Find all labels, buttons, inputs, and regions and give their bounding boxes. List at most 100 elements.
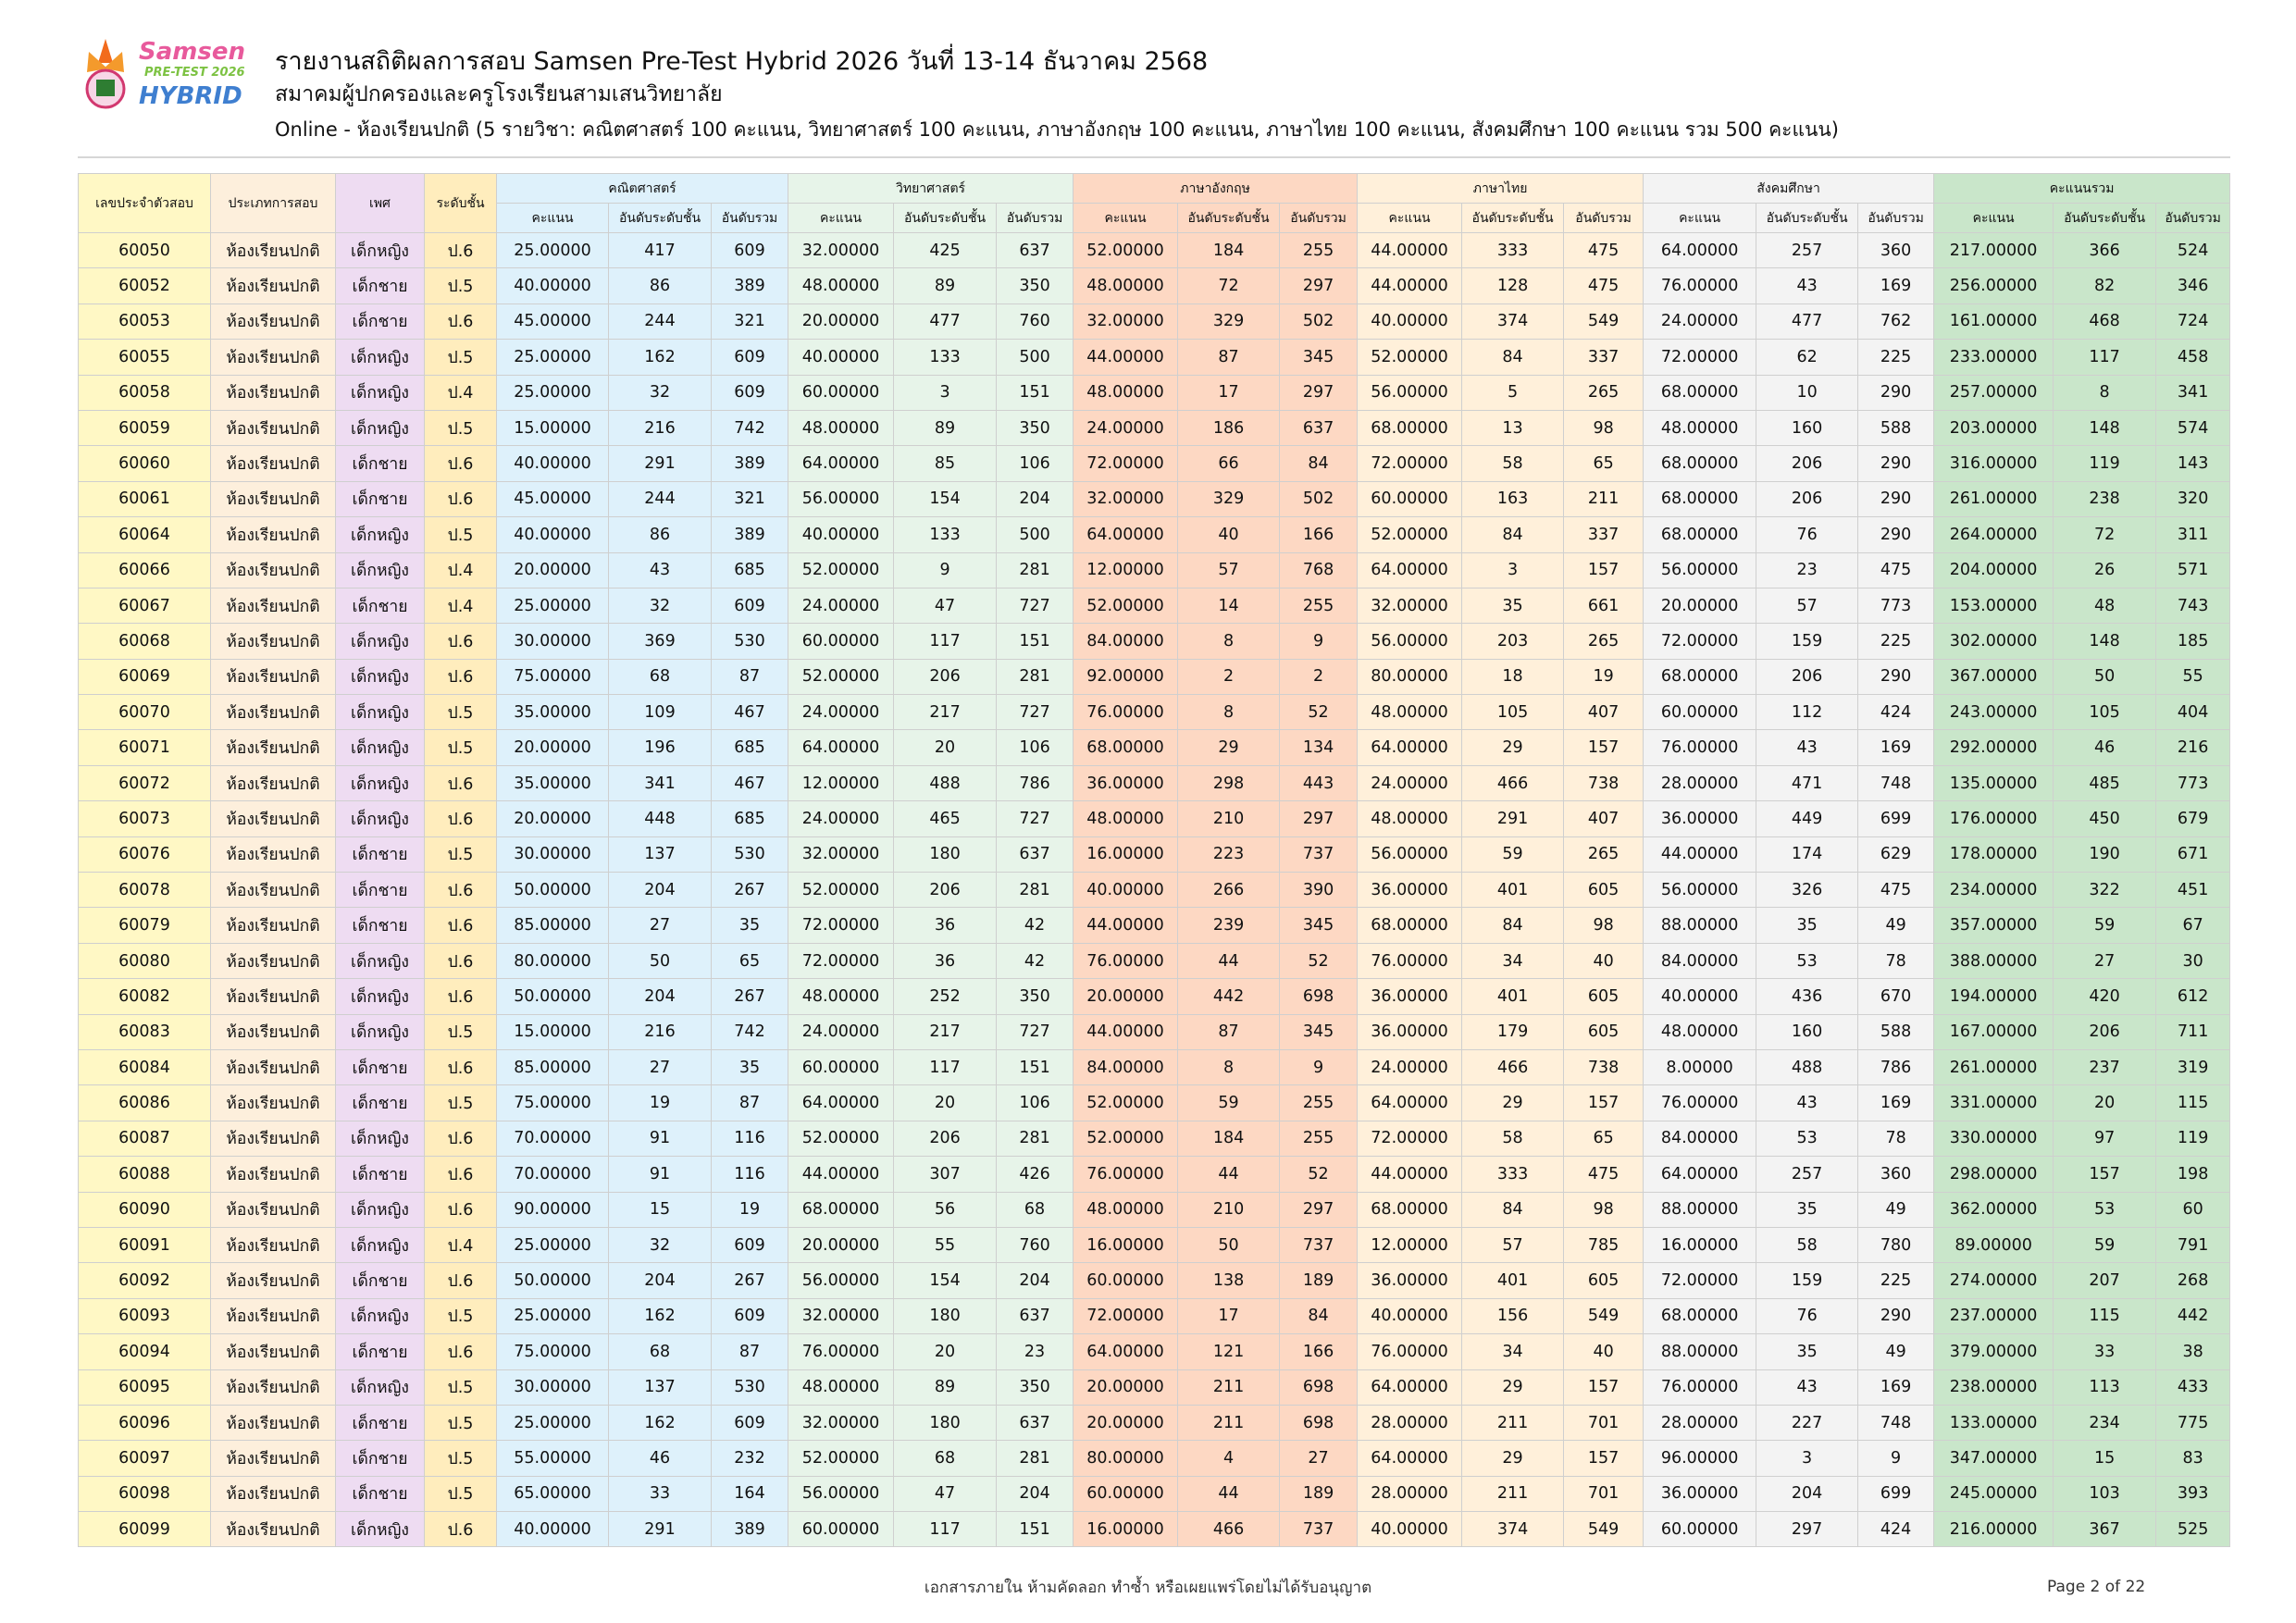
total-score-cell: 257.00000 [1933,374,2054,411]
social-grade-rank-cell: 257 [1756,1156,1859,1193]
english-overall-rank-cell: 698 [1279,978,1359,1015]
science-score-cell: 48.00000 [788,978,895,1015]
science-overall-rank-cell: 281 [996,1120,1074,1158]
science-grade-rank-cell: 117 [893,623,998,660]
social-score-cell: 48.00000 [1643,409,1757,447]
social-score-cell: 48.00000 [1643,1013,1757,1050]
english-grade-rank-cell: 17 [1177,1297,1281,1335]
total-overall-rank-cell: 143 [2155,445,2231,482]
english-overall-rank-cell: 2 [1279,658,1359,696]
english-overall-rank-cell: 297 [1279,800,1359,837]
total-grade-rank-cell: 237 [2053,1048,2157,1086]
table-row: 60059 ห้องเรียนปกติ เด็กหญิง ป.5 15.00000 216… [78,409,2231,447]
math-overall-rank-cell: 609 [710,1226,789,1264]
english-score-cell: 92.00000 [1073,658,1179,696]
exam-type-cell: ห้องเรียนปกติ [210,623,336,660]
math-overall-rank-cell: 685 [710,800,789,837]
english-grade-rank-cell: 223 [1177,836,1281,873]
exam-type-cell: ห้องเรียนปกติ [210,1156,336,1193]
math-grade-rank-cell: 33 [608,1475,712,1513]
total-score-cell: 153.00000 [1933,587,2054,625]
exam-id-cell: 60076 [78,836,211,873]
total-overall-rank-cell: 524 [2155,231,2231,269]
english-group-header: ภาษาอังกฤษ [1073,173,1359,204]
science-grade-rank-cell: 56 [893,1191,998,1228]
social-grade-rank-cell: 227 [1756,1404,1859,1442]
total-grade-rank-cell: 72 [2053,516,2157,553]
table-row: 60053 ห้องเรียนปกติ เด็กชาย ป.6 45.00000 244 3… [78,303,2231,341]
exam-type-cell: ห้องเรียนปกติ [210,658,336,696]
science-overall-rank-cell: 23 [996,1333,1074,1370]
social-score-cell: 8.00000 [1643,1048,1757,1086]
english-score-cell: 80.00000 [1073,1440,1179,1477]
math-score-cell: 70.00000 [496,1156,609,1193]
total-overall-rank-cell: 55 [2155,658,2231,696]
thai-grade-rank-cell: 59 [1461,836,1565,873]
math-score-cell: 50.00000 [496,872,609,909]
table-row: 60069 ห้องเรียนปกติ เด็กหญิง ป.6 75.00000 68 8… [78,658,2231,696]
total-grade-rank-cell: 59 [2053,907,2157,944]
grade-level-cell: ป.6 [424,1156,497,1193]
header-row-groups: เลขประจำตัวสอบ ประเภทการสอบ เพศ ระดับชั้น คณ… [78,173,2231,233]
exam-type-cell: ห้องเรียนปกติ [210,1084,336,1121]
gender-cell: เด็กชาย [335,1156,425,1193]
social-overall-rank-cell: 588 [1857,1013,1935,1050]
math-overall-rank-cell: 87 [710,1084,789,1121]
math-grade-rank-cell: 162 [608,339,712,376]
english-grade-rank-cell: 2 [1177,658,1281,696]
science-grade-rank-cell: 206 [893,658,998,696]
math-overall-rank-cell: 267 [710,978,789,1015]
math-score-cell: 25.00000 [496,587,609,625]
english-score-cell: 60.00000 [1073,1475,1179,1513]
gender-cell: เด็กหญิง [335,942,425,980]
table-row: 60094 ห้องเรียนปกติ เด็กชาย ป.6 75.00000 68 87… [78,1333,2231,1370]
total-grade-rank-cell: 27 [2053,942,2157,980]
total-grade-rank-cell: 53 [2053,1191,2157,1228]
total-score-cell: 362.00000 [1933,1191,2054,1228]
math-score-cell: 45.00000 [496,303,609,341]
total-grade-rank-cell: 157 [2053,1156,2157,1193]
total-grade-rank-cell: 234 [2053,1404,2157,1442]
total-grade-rank-cell: 105 [2053,694,2157,731]
social-score-cell: 40.00000 [1643,978,1757,1015]
thai-score-cell: 44.00000 [1357,267,1463,304]
table-row: 60087 ห้องเรียนปกติ เด็กหญิง ป.6 70.00000 91 1… [78,1120,2231,1158]
total-overall-rank-cell: 60 [2155,1191,2231,1228]
english-overall-rank-cell: 84 [1279,1297,1359,1335]
thai-overall-rank-cell: 738 [1563,764,1644,802]
social-score-cell: 84.00000 [1643,1120,1757,1158]
science-overall-rank-cell: 281 [996,551,1074,588]
science-grade-rank-cell: 89 [893,1369,998,1406]
science-score-cell: 32.00000 [788,1297,895,1335]
social-overall-rank-cell: 670 [1857,978,1935,1015]
gender-cell: เด็กชาย [335,303,425,341]
math-grade-rank-cell: 27 [608,1048,712,1086]
science-group-header: วิทยาศาสตร์ [788,173,1074,204]
thai-score-cell: 48.00000 [1357,800,1463,837]
thai-overall-rank-cell: 475 [1563,231,1644,269]
science-score-cell: 32.00000 [788,1404,895,1442]
total-score-cell: 388.00000 [1933,942,2054,980]
english-score-cell: 24.00000 [1073,409,1179,447]
science-grade-rank-cell: 217 [893,694,998,731]
english-overall-rank-cell: 390 [1279,872,1359,909]
thai-score-cell: 64.00000 [1357,1440,1463,1477]
math-overall-rank-header: อันดับรวม [710,203,789,233]
grade-level-cell: ป.6 [424,764,497,802]
thai-overall-rank-cell: 98 [1563,907,1644,944]
math-grade-rank-cell: 68 [608,658,712,696]
gender-cell: เด็กชาย [335,907,425,944]
math-overall-rank-cell: 530 [710,1369,789,1406]
social-grade-rank-cell: 204 [1756,1475,1859,1513]
social-grade-rank-cell: 53 [1756,1120,1859,1158]
exam-id-cell: 60092 [78,1262,211,1299]
table-row: 60095 ห้องเรียนปกติ เด็กหญิง ป.5 30.00000 137… [78,1369,2231,1406]
grade-level-cell: ป.5 [424,729,497,766]
thai-score-cell: 12.00000 [1357,1226,1463,1264]
total-overall-rank-cell: 67 [2155,907,2231,944]
total-overall-rank-cell: 198 [2155,1156,2231,1193]
gender-cell: เด็กหญิง [335,1226,425,1264]
science-overall-rank-cell: 151 [996,1511,1074,1548]
math-grade-rank-cell: 50 [608,942,712,980]
gender-cell: เด็กหญิง [335,1297,425,1335]
